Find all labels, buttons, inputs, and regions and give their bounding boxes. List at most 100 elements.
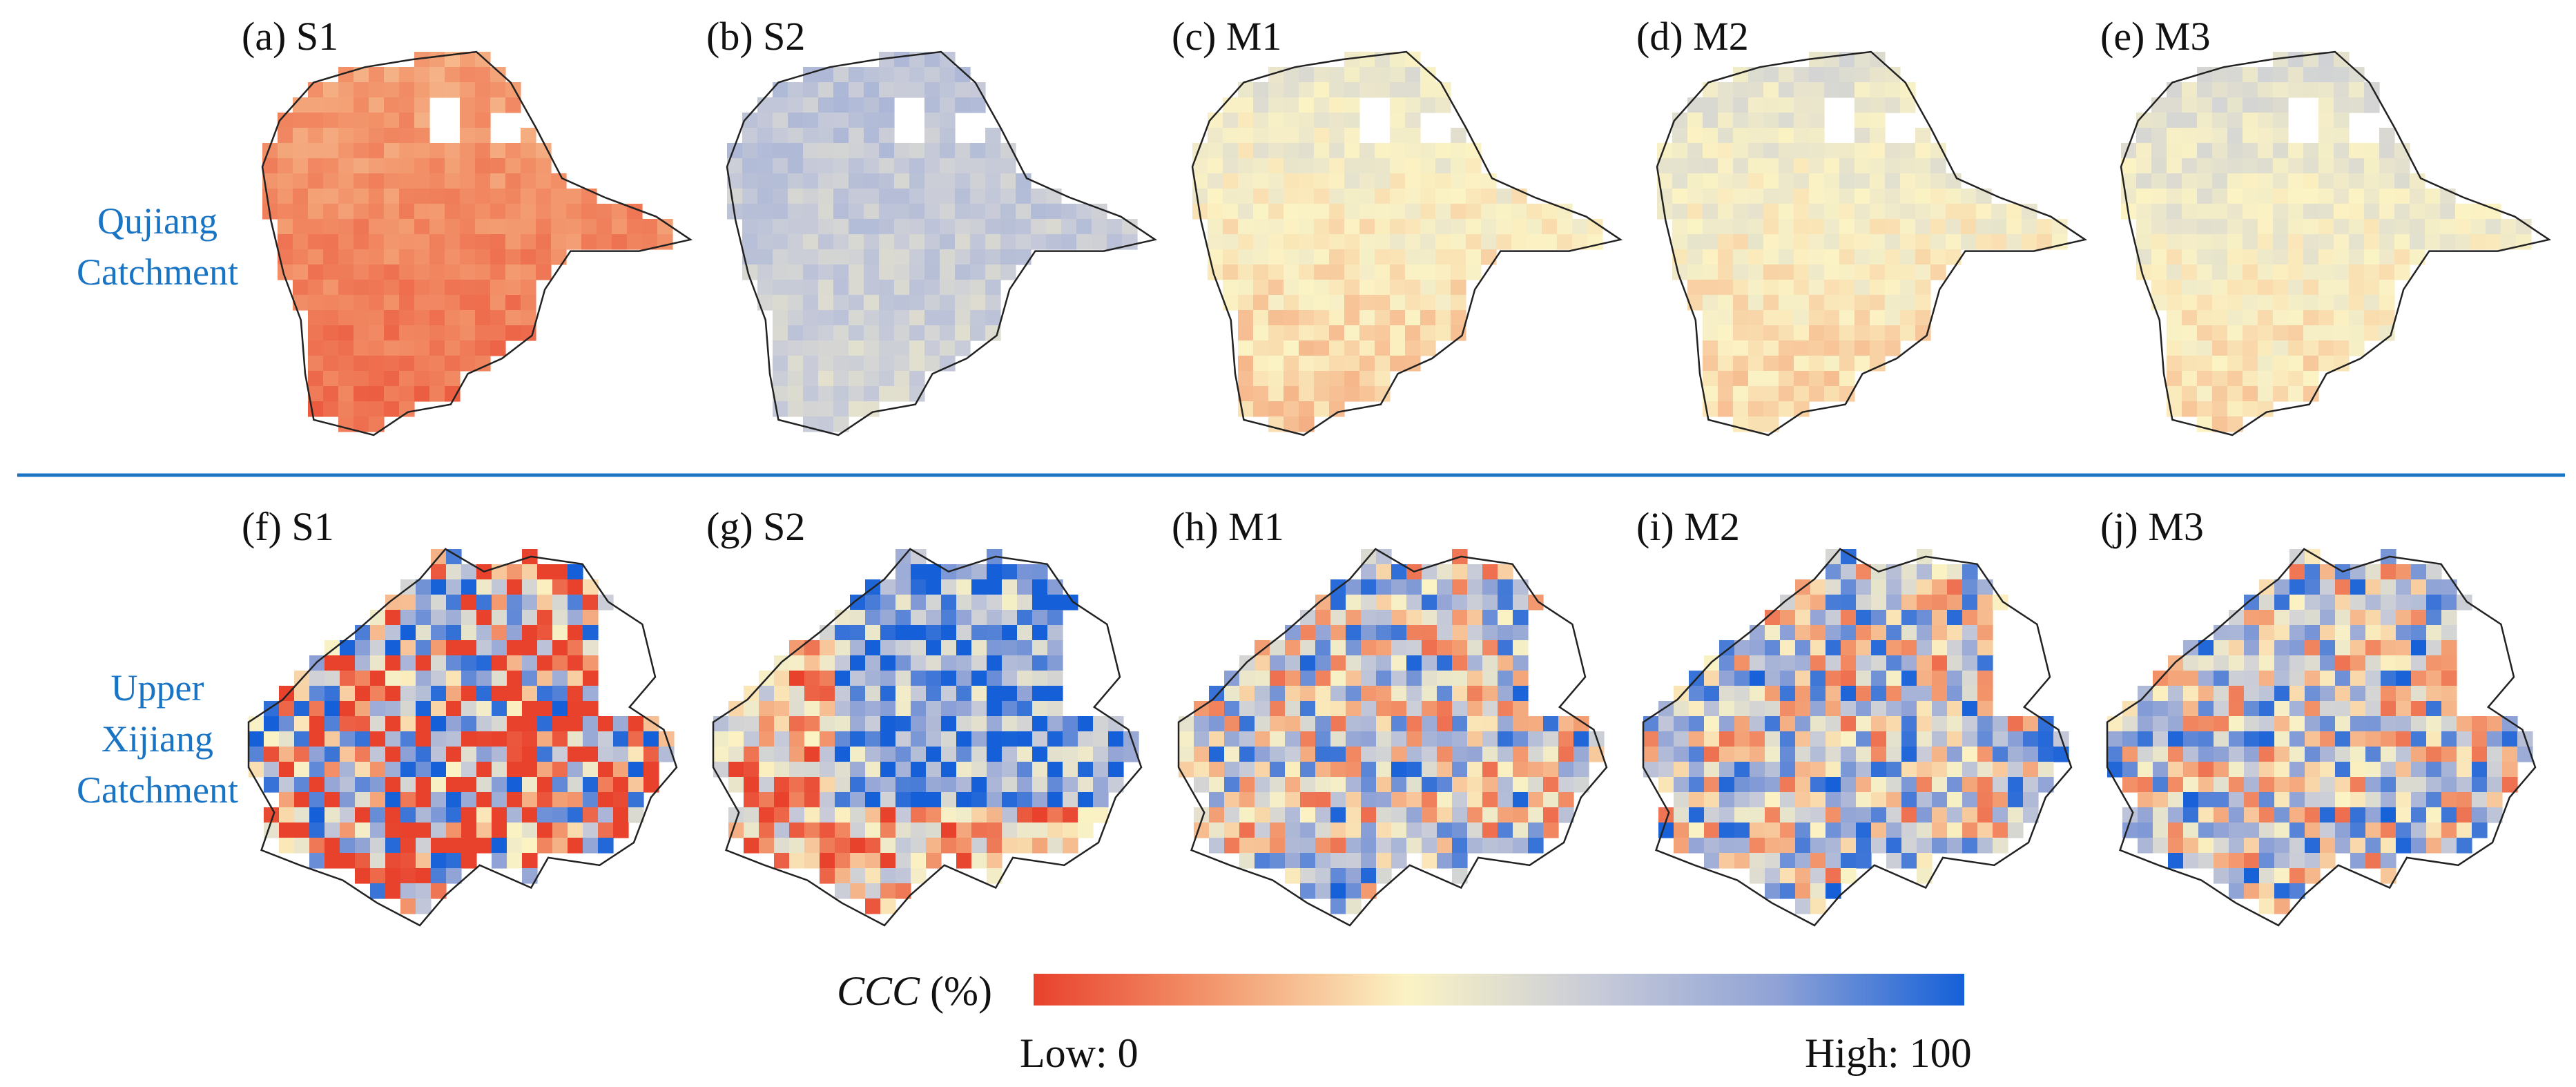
map-cell: [1238, 234, 1254, 250]
map-cell: [2349, 280, 2365, 296]
map-cell: [2396, 625, 2412, 641]
map-cell: [507, 640, 523, 656]
map-cell: [597, 219, 612, 235]
map-cell: [446, 853, 462, 869]
map-cell: [880, 655, 896, 671]
map-cell: [2349, 173, 2365, 189]
map-cell: [909, 325, 925, 341]
map-cell: [2411, 807, 2427, 823]
map-cell: [879, 340, 895, 356]
map-cell: [2258, 204, 2274, 220]
map-cell: [2151, 249, 2167, 265]
map-cell: [369, 97, 385, 113]
map-cell: [446, 640, 462, 656]
map-cell: [2227, 340, 2243, 356]
map-cell: [2259, 640, 2275, 656]
map-cell: [2305, 686, 2321, 702]
map-cell: [1361, 625, 1377, 641]
map-cell: [2274, 595, 2290, 610]
map-cell: [1689, 807, 1705, 823]
map-cell: [2396, 823, 2412, 838]
map-cell: [505, 280, 521, 296]
map-cell: [850, 595, 866, 610]
map-cell: [864, 325, 880, 341]
map-cell: [803, 234, 819, 250]
map-cell: [2273, 97, 2289, 113]
map-cell: [1300, 655, 1316, 671]
map-cell: [1299, 295, 1315, 311]
map-cell: [803, 113, 819, 128]
map-cell: [1901, 655, 1917, 671]
map-cell: [2168, 823, 2184, 838]
map-cell: [2243, 310, 2258, 326]
map-cell: [2320, 792, 2336, 808]
map-cell: [879, 264, 895, 280]
map-cell: [507, 716, 523, 732]
map-cell: [2303, 310, 2319, 326]
map-cell: [490, 219, 506, 235]
map-cell: [1359, 249, 1375, 265]
map-cell: [926, 838, 942, 854]
map-cell: [895, 564, 911, 580]
map-cell: [1420, 158, 1436, 174]
map-cell: [1856, 716, 1872, 732]
map-cell: [1299, 204, 1315, 220]
map-cell: [956, 838, 972, 854]
map-cell: [2008, 807, 2024, 823]
map-cell: [1795, 701, 1811, 717]
map-cell: [1285, 625, 1301, 641]
map-cell: [970, 204, 986, 220]
map-cell: [2303, 158, 2319, 174]
map-cell: [1643, 716, 1659, 732]
map-cell: [1794, 340, 1810, 356]
map-cell: [399, 173, 415, 189]
map-cell: [293, 249, 309, 265]
map-cell: [552, 564, 568, 580]
map-cell: [461, 823, 477, 838]
map-cell: [612, 234, 628, 250]
map-cell: [788, 204, 804, 220]
map-cell: [1750, 823, 1765, 838]
map-cell: [850, 686, 866, 702]
map-cell: [1224, 686, 1240, 702]
map-cell: [1841, 549, 1857, 565]
map-cell: [446, 731, 462, 747]
map-cell: [1839, 280, 1855, 296]
map-cell: [1900, 249, 1916, 265]
map-cell: [2318, 340, 2334, 356]
map-cell: [1810, 762, 1826, 778]
map-cell: [1946, 219, 1962, 235]
map-cell: [1826, 747, 1841, 762]
map-cell: [864, 340, 880, 356]
map-cell: [385, 625, 401, 641]
map-cell: [628, 716, 644, 732]
map-cell: [1285, 701, 1301, 717]
map-cell: [1344, 325, 1360, 341]
map-cell: [1482, 579, 1498, 595]
map-cell: [1498, 564, 1513, 580]
map-cell: [1674, 777, 1689, 793]
map-cell: [1809, 143, 1825, 159]
map-cell: [956, 777, 972, 793]
map-cell: [400, 868, 416, 884]
map-cell: [1557, 234, 1573, 250]
map-cell: [1300, 731, 1316, 747]
map-cell: [2258, 143, 2274, 159]
map-cell: [2334, 82, 2350, 98]
map-cell: [971, 716, 987, 732]
map-cell: [323, 401, 339, 417]
map-cell: [2182, 204, 2198, 220]
map-cell: [1391, 807, 1407, 823]
map-cell: [1870, 325, 1886, 341]
map-cell: [460, 67, 476, 83]
map-cell: [911, 777, 927, 793]
map-cell: [1763, 204, 1779, 220]
map-cell: [338, 249, 354, 265]
map-cell: [1795, 716, 1811, 732]
map-cell: [643, 747, 659, 762]
map-cell: [505, 219, 521, 235]
map-cell: [2214, 731, 2229, 747]
map-cell: [1238, 158, 1254, 174]
map-cell: [759, 731, 775, 747]
map-cell: [1513, 792, 1529, 808]
